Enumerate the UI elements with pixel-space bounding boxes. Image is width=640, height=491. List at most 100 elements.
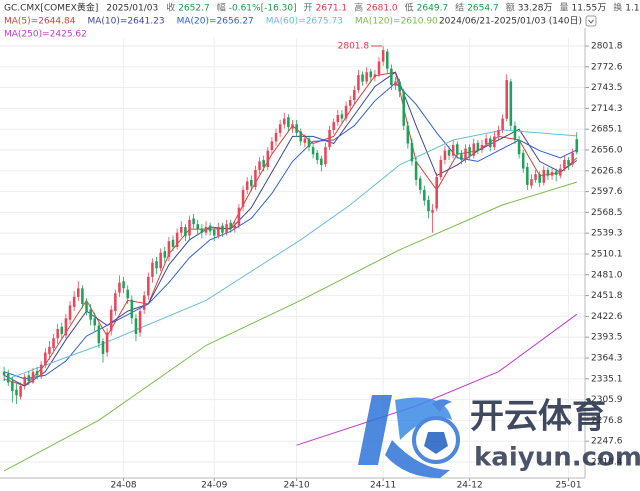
candle-body (254, 169, 257, 188)
candle-body (15, 389, 18, 396)
candle-body (167, 241, 171, 257)
y-tick-label: 2539.3 (591, 229, 623, 239)
candle-body (340, 114, 344, 119)
candle-body (225, 224, 228, 233)
candle-body (212, 229, 216, 236)
candle-body (521, 152, 525, 169)
x-tick-label: 24-12 (457, 481, 483, 491)
legend-entry: MA(10)=2641.23 (87, 17, 164, 27)
candle-body (192, 218, 195, 225)
candle-body (97, 325, 101, 344)
logo-wing (432, 399, 452, 412)
candle-body (130, 299, 134, 319)
date-range: 2024/06/21-2025/01/03 (140日) (439, 16, 582, 27)
y-tick-label: 2276.8 (591, 416, 623, 426)
candle-body (200, 228, 204, 233)
candle-body (295, 124, 298, 133)
candle-body (365, 72, 368, 82)
candle-body (328, 129, 331, 148)
candle-body (109, 309, 113, 332)
candle-body (217, 226, 220, 236)
logo-stroke (358, 395, 392, 465)
y-tick-label: 2597.6 (591, 187, 623, 197)
header-text: 换 (613, 2, 622, 14)
candle-body (221, 225, 224, 233)
candle-body (468, 147, 471, 156)
candle-body (567, 159, 570, 165)
candle-body (575, 139, 579, 153)
grid (0, 38, 589, 481)
candle-body (480, 144, 484, 150)
header-text: 高 (354, 2, 363, 14)
candle-body (81, 288, 84, 304)
candle-body (427, 199, 430, 212)
x-tick-label: 24-09 (201, 481, 227, 491)
header-text: 2681.0 (366, 4, 398, 14)
candle-body (101, 341, 105, 354)
candle-body (526, 167, 529, 185)
header-text: 1.17% (625, 4, 640, 14)
header-text: 额 (506, 2, 515, 14)
candle-body (56, 328, 59, 339)
candle-body (488, 138, 492, 148)
candle-body (381, 50, 385, 62)
y-tick-label: 2247.6 (591, 437, 623, 447)
candle-body (188, 219, 191, 236)
candle-body (35, 371, 39, 376)
candle-body (513, 125, 517, 140)
watermark-site: kaiyun.com (474, 443, 640, 473)
candle-body (163, 251, 167, 258)
candle-body (93, 318, 97, 326)
candle-body (546, 169, 550, 176)
range-dropdown-arrow (588, 19, 594, 24)
candle-body (270, 141, 274, 150)
candle-body (64, 318, 68, 336)
candle-body (89, 309, 92, 320)
candle-body (134, 318, 138, 334)
watermark-title: 开云体育 (470, 397, 606, 437)
candle-body (451, 144, 455, 156)
header-text: 2671.1 (316, 4, 348, 14)
header-text: 结 (455, 2, 464, 14)
max-annotation: 2801.8 (338, 41, 370, 51)
candle-body (390, 68, 393, 86)
candle-body (538, 174, 541, 183)
candle-body (245, 181, 249, 190)
candle-body (241, 189, 245, 208)
candle-body (138, 311, 142, 333)
candle-body (278, 124, 282, 133)
candle-body (332, 122, 335, 130)
logo-ball-patch (424, 432, 448, 454)
candle-body (484, 138, 488, 145)
candle-body (159, 252, 162, 269)
candle-body (509, 81, 513, 126)
legend-entry: MA(20)=2656.27 (177, 17, 254, 27)
candle-body (320, 158, 323, 165)
candle-body (60, 326, 64, 334)
y-tick-label: 2305.9 (591, 395, 623, 405)
range-dropdown[interactable] (585, 15, 597, 27)
candle-body (501, 118, 504, 130)
header-text: 幅 (217, 2, 226, 14)
ma-line (296, 313, 578, 446)
legend-entry: MA(5)=2644.84 (4, 17, 76, 27)
candle-body (406, 125, 410, 144)
candle-body (344, 105, 348, 119)
x-tick-label: 24-11 (370, 481, 396, 491)
candle-body (311, 147, 315, 155)
candle-body (237, 207, 241, 226)
candle-body (336, 115, 340, 123)
ma-line (3, 82, 578, 380)
candle-body (208, 225, 212, 232)
candle-body (291, 124, 294, 129)
candle-body (72, 296, 76, 307)
header-text: 11.55万 (571, 4, 606, 14)
candle-body (385, 51, 389, 69)
header-text: 低 (405, 2, 414, 14)
y-tick-label: 2451.8 (591, 291, 623, 301)
candle-body (19, 386, 22, 397)
candle-body (155, 261, 158, 269)
header-text: 开 (304, 3, 313, 14)
candle-body (175, 232, 179, 247)
